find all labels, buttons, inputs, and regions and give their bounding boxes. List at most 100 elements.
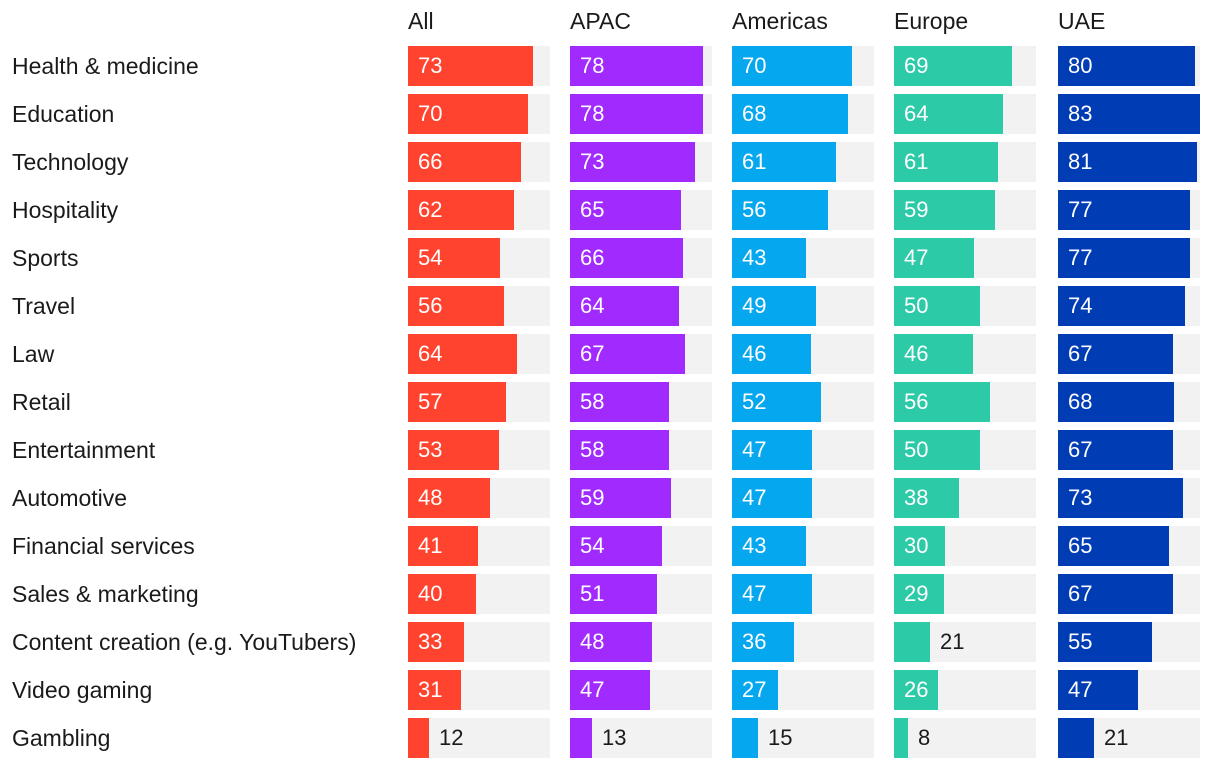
bar-europe [894,190,995,230]
data-label-uae: 83 [1068,101,1093,126]
data-label-apac: 66 [580,245,605,270]
category-label: Gambling [12,725,111,751]
data-label-all: 12 [439,725,464,750]
data-label-europe: 61 [904,149,929,174]
data-label-europe: 59 [904,197,929,222]
bar-americas [732,94,848,134]
bar-americas [732,574,812,614]
bar-track [570,718,712,758]
bar-americas [732,526,806,566]
bar-apac [570,190,681,230]
column-header-americas: Americas [732,8,828,34]
data-label-uae: 80 [1068,53,1093,78]
bar-uae [1058,94,1200,134]
data-label-americas: 15 [768,725,793,750]
bar-all [408,286,504,326]
bar-uae [1058,670,1138,710]
bar-apac [570,670,650,710]
bar-all [408,478,490,518]
data-label-uae: 81 [1068,149,1093,174]
data-label-all: 56 [418,293,443,318]
bar-uae [1058,574,1173,614]
data-label-europe: 8 [918,725,931,750]
bar-all [408,622,464,662]
category-label: Sales & marketing [12,581,199,607]
bar-europe [894,670,938,710]
category-label: Technology [12,149,129,175]
bar-uae [1058,334,1173,374]
category-label: Education [12,101,115,127]
bar-uae [1058,622,1152,662]
data-label-europe: 47 [904,245,929,270]
data-label-europe: 26 [904,677,929,702]
bar-europe [894,718,908,758]
bar-all [408,382,506,422]
bar-europe [894,286,980,326]
bar-all [408,334,517,374]
bar-uae [1058,382,1174,422]
bar-apac [570,46,703,86]
bar-apac [570,574,657,614]
data-label-uae: 67 [1068,341,1093,366]
bar-uae [1058,430,1173,470]
bar-americas [732,430,812,470]
data-label-apac: 54 [580,533,605,558]
data-label-americas: 70 [742,53,767,78]
category-label: Entertainment [12,437,156,463]
bar-all [408,46,533,86]
bar-uae [1058,190,1190,230]
data-label-europe: 29 [904,581,929,606]
category-label: Hospitality [12,197,119,223]
data-label-apac: 48 [580,629,605,654]
bar-europe [894,238,974,278]
bar-track [408,718,550,758]
data-label-americas: 49 [742,293,767,318]
data-label-apac: 78 [580,53,605,78]
data-label-europe: 56 [904,389,929,414]
data-label-uae: 77 [1068,245,1093,270]
column-header-europe: Europe [894,8,969,34]
data-label-americas: 43 [742,533,767,558]
data-label-uae: 21 [1104,725,1129,750]
bar-americas [732,190,828,230]
data-label-americas: 52 [742,389,767,414]
data-label-all: 66 [418,149,443,174]
bar-europe [894,622,930,662]
bar-apac [570,526,662,566]
data-label-all: 53 [418,437,443,462]
bar-americas [732,286,816,326]
category-label: Sports [12,245,79,271]
data-label-uae: 55 [1068,629,1093,654]
data-label-all: 64 [418,341,443,366]
data-label-americas: 43 [742,245,767,270]
bar-apac [570,718,592,758]
bar-track [894,718,1036,758]
bar-apac [570,478,671,518]
category-label: Video gaming [12,677,153,703]
bar-europe [894,142,998,182]
data-label-apac: 51 [580,581,605,606]
bar-all [408,94,528,134]
bar-americas [732,142,836,182]
bar-europe [894,382,990,422]
data-label-americas: 68 [742,101,767,126]
bar-americas [732,670,778,710]
data-label-europe: 64 [904,101,929,126]
bar-apac [570,238,683,278]
bar-all [408,574,476,614]
bar-apac [570,622,652,662]
bar-all [408,238,500,278]
data-label-all: 62 [418,197,443,222]
data-label-apac: 47 [580,677,605,702]
data-label-apac: 78 [580,101,605,126]
bar-all [408,142,521,182]
bar-apac [570,430,669,470]
bar-uae [1058,718,1094,758]
data-label-americas: 36 [742,629,767,654]
data-label-apac: 73 [580,149,605,174]
data-label-uae: 68 [1068,389,1093,414]
data-label-uae: 74 [1068,293,1093,318]
bar-europe [894,430,980,470]
bar-all [408,718,429,758]
data-label-apac: 67 [580,341,605,366]
